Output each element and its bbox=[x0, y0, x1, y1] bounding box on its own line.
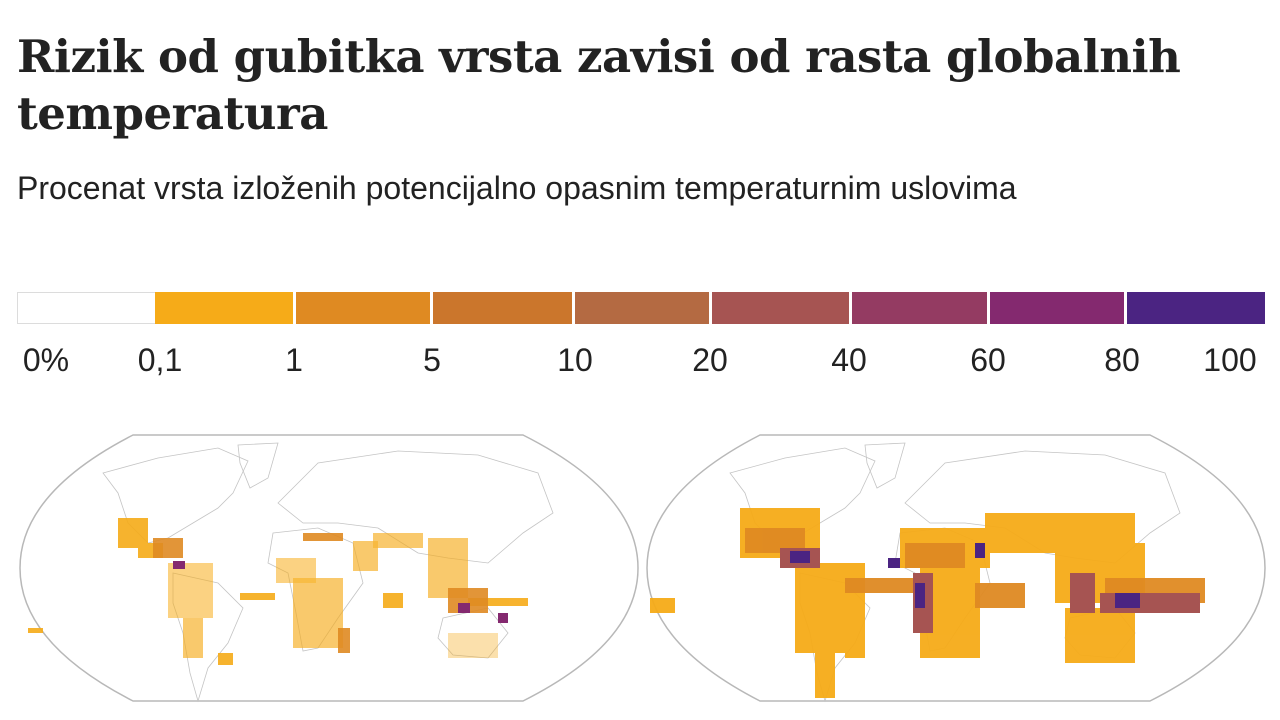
legend-swatch-4 bbox=[575, 292, 712, 324]
legend-label-5: 20 bbox=[692, 342, 728, 378]
legend-swatch-1 bbox=[155, 292, 296, 324]
legend-swatch-8 bbox=[1127, 292, 1265, 324]
legend-label-1: 0,1 bbox=[137, 342, 183, 378]
legend-label-2: 1 bbox=[285, 342, 303, 378]
world-map-icon bbox=[19, 434, 639, 703]
legend-label-6: 40 bbox=[831, 342, 867, 378]
legend-swatch-3 bbox=[433, 292, 575, 324]
color-legend bbox=[17, 292, 1265, 326]
legend-label-7: 60 bbox=[970, 342, 1006, 378]
legend-swatch-5 bbox=[712, 292, 852, 324]
world-map-icon bbox=[646, 434, 1266, 703]
legend-label-4: 10 bbox=[557, 342, 593, 378]
legend-label-8: 80 bbox=[1104, 342, 1140, 378]
legend-label-9: 100 bbox=[1203, 342, 1257, 378]
map-lower-warming bbox=[18, 433, 640, 703]
chart-subtitle: Procenat vrsta izloženih potencijalno op… bbox=[17, 170, 1017, 206]
legend-swatch-6 bbox=[852, 292, 990, 324]
map-higher-warming bbox=[645, 433, 1267, 703]
legend-swatch-7 bbox=[990, 292, 1127, 324]
legend-label-3: 5 bbox=[423, 342, 441, 378]
legend-swatch-2 bbox=[296, 292, 433, 324]
legend-labels: 0% 0,1 1 5 10 20 40 60 80 100 bbox=[0, 340, 1280, 384]
legend-swatch-0 bbox=[17, 292, 155, 324]
chart-title: Rizik od gubitka vrsta zavisi od rasta g… bbox=[17, 30, 1181, 140]
legend-label-0: 0% bbox=[22, 342, 70, 378]
